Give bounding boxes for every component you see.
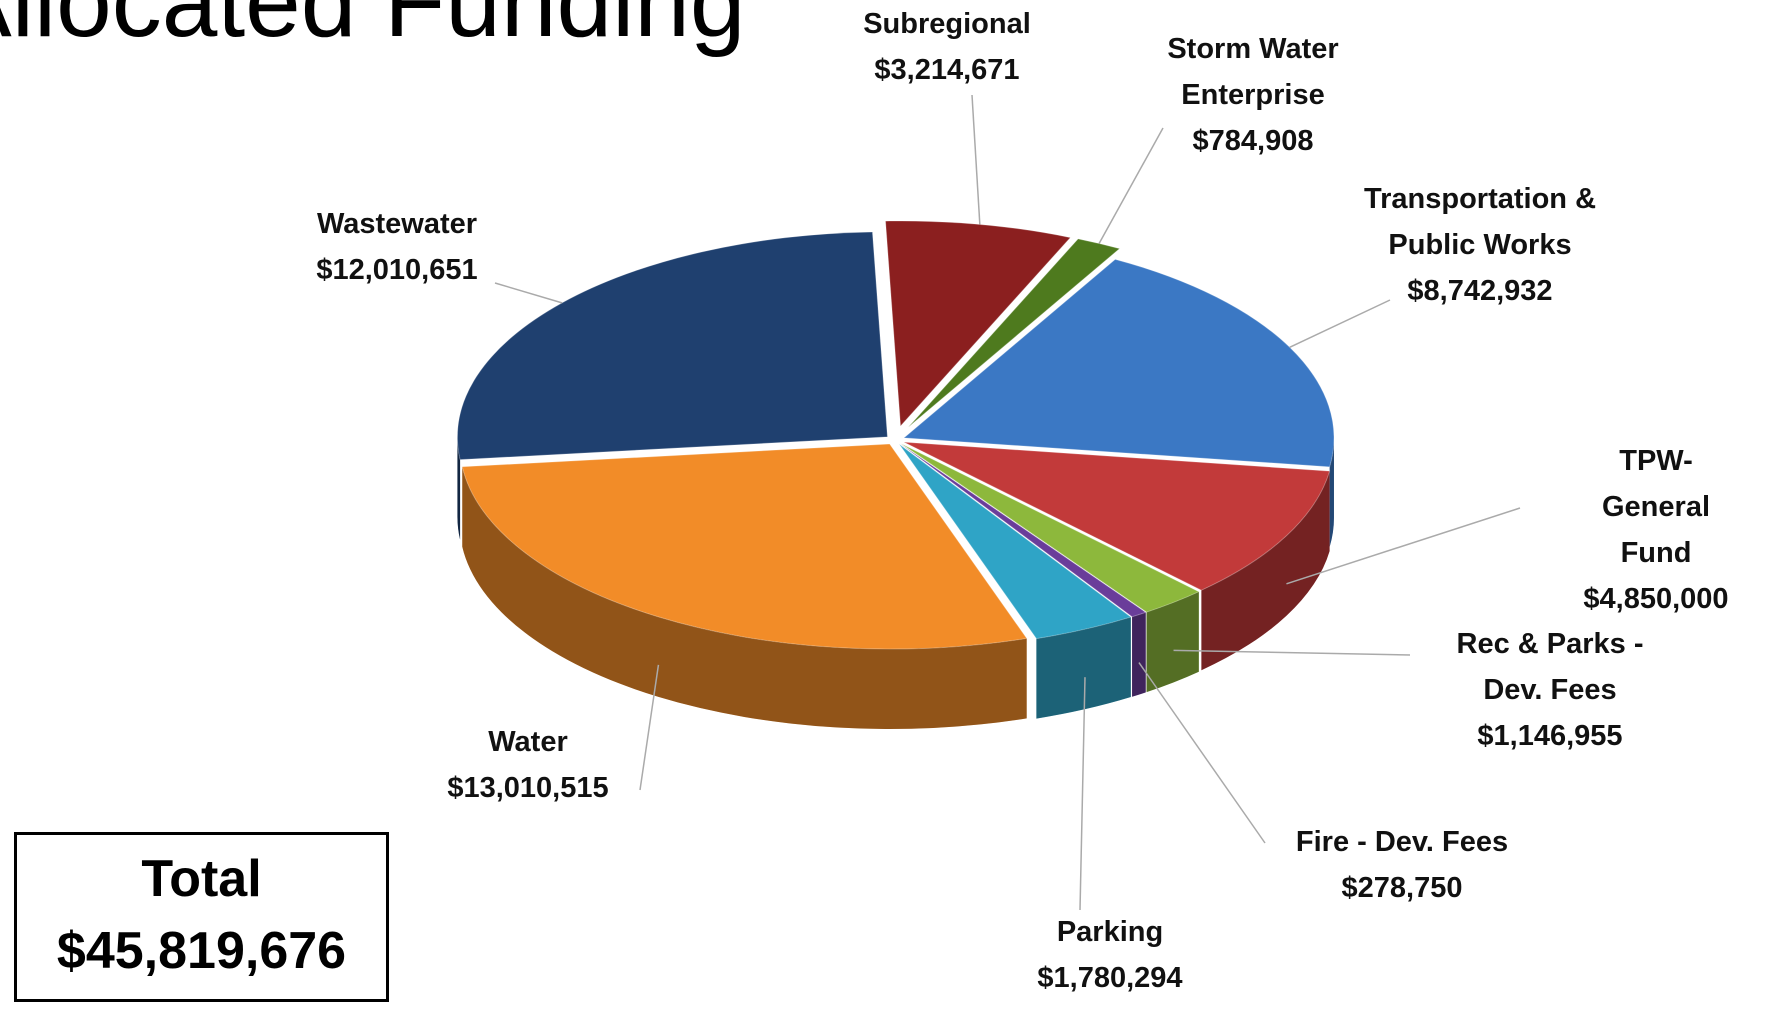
category-label: Transportation & Public Works xyxy=(1363,183,1597,261)
slice-wall xyxy=(1329,437,1334,547)
value-label: $1,146,955 xyxy=(1477,720,1623,752)
value-label: $784,908 xyxy=(1192,125,1314,157)
slice xyxy=(901,443,1200,613)
slice xyxy=(900,443,1147,618)
leader-line xyxy=(1098,127,1164,244)
slice-wall-shade xyxy=(457,436,461,540)
category-label: Subregional xyxy=(863,8,1031,40)
value-label: $278,750 xyxy=(1341,872,1463,904)
slice xyxy=(456,231,888,461)
slice-wall xyxy=(1146,591,1199,693)
value-label: $8,742,932 xyxy=(1407,275,1553,307)
slice-label: Rec & Parks - Dev. Fees $1,146,955 xyxy=(1457,621,1644,759)
leader-line xyxy=(1289,299,1391,348)
slice-wall xyxy=(1201,471,1330,671)
slice-wall xyxy=(1036,617,1131,719)
value-label: $1,780,294 xyxy=(1037,962,1183,994)
slice-label: Subregional $3,214,671 xyxy=(863,1,1031,93)
slice-label: Storm Water Enterprise $784,908 xyxy=(1167,26,1338,164)
leader-line xyxy=(1079,677,1086,911)
slice xyxy=(884,220,1072,428)
slice-label: Wastewater $12,010,651 xyxy=(316,201,477,293)
slice-label: Water $13,010,515 xyxy=(447,719,608,811)
slice-label: Fire - Dev. Fees $278,750 xyxy=(1296,819,1508,911)
total-box: Total $45,819,676 xyxy=(14,832,389,1002)
leader-line xyxy=(1173,649,1411,656)
slice-wall-shade xyxy=(1201,471,1330,671)
slice-wall-shade xyxy=(1036,617,1131,719)
category-label: Storm Water Enterprise xyxy=(1167,33,1339,111)
value-label: $13,010,515 xyxy=(447,772,609,804)
category-label: Parking xyxy=(1056,916,1164,948)
slice-wall-shade xyxy=(1329,437,1334,547)
leader-line xyxy=(971,94,981,225)
category-label: Wastewater xyxy=(316,208,478,240)
category-label: TPW- General Fund xyxy=(1602,445,1710,569)
category-label: Water xyxy=(488,726,568,758)
leader-line xyxy=(494,282,563,304)
value-label: $3,214,671 xyxy=(874,54,1020,86)
leader-line xyxy=(1286,507,1521,585)
slice-wall xyxy=(1132,612,1146,697)
total-title: Total xyxy=(141,850,262,908)
slice xyxy=(461,443,1028,650)
slice-wall xyxy=(457,436,461,540)
slice xyxy=(898,443,1132,640)
slice-wall-shade xyxy=(1132,612,1146,697)
slice-label: Parking $1,780,294 xyxy=(1037,909,1182,1001)
value-label: $12,010,651 xyxy=(316,254,478,286)
slice-wall xyxy=(462,466,1027,730)
slice xyxy=(902,258,1335,468)
category-label: Rec & Parks - Dev. Fees xyxy=(1456,628,1644,706)
chart-title: Allocated Funding xyxy=(0,0,746,58)
leader-line xyxy=(1138,662,1266,844)
total-value: $45,819,676 xyxy=(56,922,347,980)
slice-wall-shade xyxy=(1146,591,1199,693)
value-label: $4,850,000 xyxy=(1583,583,1729,615)
category-label: Fire - Dev. Fees xyxy=(1295,826,1509,858)
slice-label: Transportation & Public Works $8,742,932 xyxy=(1364,176,1596,314)
leader-line xyxy=(639,664,660,791)
slice-wall-shade xyxy=(462,466,1027,730)
slice xyxy=(903,441,1331,591)
slice-label: TPW- General Fund $4,850,000 xyxy=(1583,438,1728,622)
